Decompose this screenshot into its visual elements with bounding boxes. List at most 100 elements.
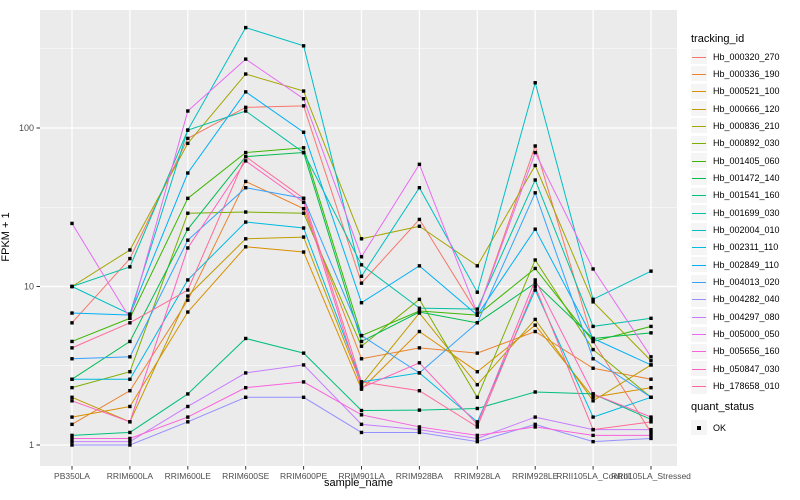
x-tick-label: RRIM600LA (107, 471, 154, 481)
data-point (475, 290, 479, 294)
legend-key-line-icon (691, 361, 707, 377)
data-point (417, 310, 422, 314)
data-point (475, 351, 479, 355)
x-tick-label: PB350LA (54, 471, 90, 481)
data-point (244, 154, 248, 159)
legend-item-label: Hb_178658_010 (713, 381, 780, 392)
data-point (128, 321, 132, 325)
data-point (533, 281, 537, 285)
legend-item-label: Hb_000320_270 (713, 51, 780, 62)
legend-key-line-icon (691, 309, 707, 325)
legend-key-line-icon (691, 343, 707, 359)
legend-item-Hb_005656_160: Hb_005656_160 (691, 343, 780, 360)
data-point (301, 196, 306, 201)
legend-item-label: Hb_000836_210 (713, 120, 780, 131)
data-point (649, 355, 653, 359)
data-point (244, 371, 248, 375)
data-point (591, 439, 595, 444)
x-tick-label: RRIM600SE (222, 471, 270, 481)
legend-item-Hb_001472_140: Hb_001472_140 (691, 169, 780, 186)
data-point (417, 371, 422, 375)
data-point (533, 191, 537, 195)
data-point (186, 415, 190, 419)
data-point (301, 250, 306, 254)
quant-status-label: OK (713, 422, 727, 433)
quant-status-item-OK: OK (691, 419, 726, 436)
data-point (244, 395, 248, 399)
data-point (591, 392, 595, 396)
data-point (649, 363, 653, 367)
data-point (70, 321, 74, 325)
legend-item-Hb_000336_190: Hb_000336_190 (691, 65, 780, 82)
legend-key-line-icon (691, 291, 707, 307)
data-point (186, 278, 190, 282)
legend-item-Hb_002849_110: Hb_002849_110 (691, 256, 779, 273)
data-point (417, 186, 422, 190)
data-point (417, 224, 422, 228)
data-point (649, 377, 653, 381)
data-point (70, 399, 74, 403)
data-point (649, 331, 653, 335)
panel-background (40, 10, 677, 466)
data-point (301, 146, 306, 150)
data-point (649, 415, 653, 419)
data-point (417, 427, 422, 432)
legend-item-Hb_000892_030: Hb_000892_030 (691, 135, 780, 152)
y-axis-title: FPKM + 1 (0, 212, 12, 262)
data-point (359, 430, 364, 435)
x-tick-label: RRII105LA_Control (556, 471, 630, 481)
legend-key-line-icon (691, 170, 707, 186)
y-tick-label: 1 (29, 440, 34, 450)
data-point (70, 422, 74, 427)
data-point (128, 355, 132, 359)
data-point (186, 136, 190, 141)
data-point (359, 357, 364, 361)
data-point (128, 436, 132, 441)
legend-item-Hb_050847_030: Hb_050847_030 (691, 360, 780, 377)
data-point (128, 404, 132, 409)
data-point (70, 221, 74, 226)
data-point (186, 211, 190, 215)
data-point (70, 357, 74, 361)
data-point (244, 72, 248, 76)
data-point (301, 89, 306, 93)
legend-item-label: Hb_004013_020 (713, 277, 780, 288)
legend-item-Hb_000836_210: Hb_000836_210 (691, 117, 780, 134)
data-point (475, 420, 479, 424)
data-point (649, 436, 653, 441)
data-point (70, 385, 74, 390)
data-point (649, 269, 653, 273)
data-point (301, 395, 306, 399)
data-point (186, 298, 190, 302)
data-point (591, 427, 595, 432)
data-point (533, 390, 537, 394)
data-point (244, 245, 248, 249)
x-tick-label: RRII105LA_Stressed (611, 471, 691, 481)
legend-item-Hb_005000_050: Hb_005000_050 (691, 326, 780, 343)
data-point (244, 150, 248, 155)
data-point (533, 150, 537, 155)
x-tick-label: RRIM928LE (512, 471, 559, 481)
data-point (475, 311, 479, 315)
data-point (591, 395, 595, 399)
legend-title: tracking_id (691, 33, 745, 45)
data-point (70, 339, 74, 344)
data-point (475, 307, 479, 311)
data-point (186, 238, 190, 242)
data-point (359, 274, 364, 278)
data-point (244, 186, 248, 190)
data-point (359, 255, 364, 259)
data-point (186, 128, 190, 132)
data-point (649, 430, 653, 435)
legend-item-Hb_004297_080: Hb_004297_080 (691, 308, 780, 325)
data-point (244, 159, 248, 163)
data-point (591, 267, 595, 271)
y-tick-label: 100 (19, 123, 34, 133)
data-point (533, 288, 537, 292)
data-point (128, 256, 132, 261)
legend-item-Hb_002311_110: Hb_002311_110 (691, 239, 778, 256)
legend-item-Hb_178658_010: Hb_178658_010 (691, 378, 780, 395)
data-point (475, 313, 479, 317)
legend-key-line-icon (691, 49, 707, 64)
data-point (244, 90, 248, 94)
